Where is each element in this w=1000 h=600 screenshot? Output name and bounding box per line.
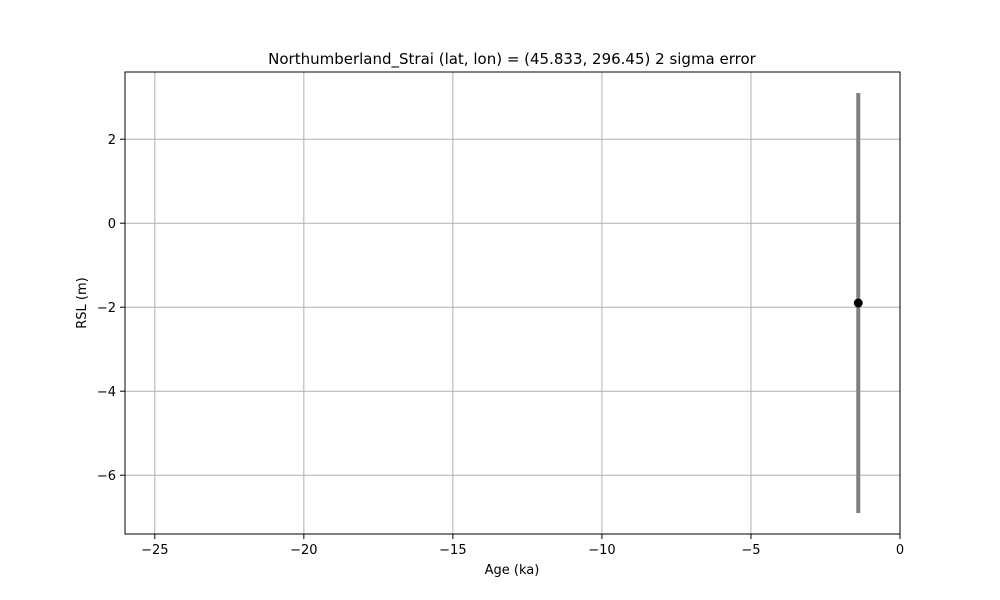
x-axis-ticks: −25 −20 −15 −10 −5 0 xyxy=(141,534,904,558)
x-tick-label: −20 xyxy=(290,543,317,558)
x-tick-label: −15 xyxy=(439,543,466,558)
y-tick-label: −6 xyxy=(97,469,116,484)
data-layer xyxy=(853,93,863,513)
x-tick-label: −25 xyxy=(141,543,168,558)
y-axis-label: RSL (m) xyxy=(75,277,90,328)
x-tick-label: −5 xyxy=(741,543,760,558)
data-point xyxy=(853,298,863,308)
y-tick-label: −2 xyxy=(97,301,116,316)
x-tick-label: 0 xyxy=(896,543,904,558)
chart-title: Northumberland_Strai (lat, lon) = (45.83… xyxy=(268,50,757,69)
y-tick-label: 0 xyxy=(108,217,116,232)
plot-frame xyxy=(124,71,901,535)
y-axis-ticks: −6 −4 −2 0 2 xyxy=(97,133,125,484)
y-tick-label: 2 xyxy=(108,133,116,148)
x-tick-label: −10 xyxy=(588,543,615,558)
y-tick-label: −4 xyxy=(97,385,116,400)
x-axis-label: Age (ka) xyxy=(485,563,540,578)
